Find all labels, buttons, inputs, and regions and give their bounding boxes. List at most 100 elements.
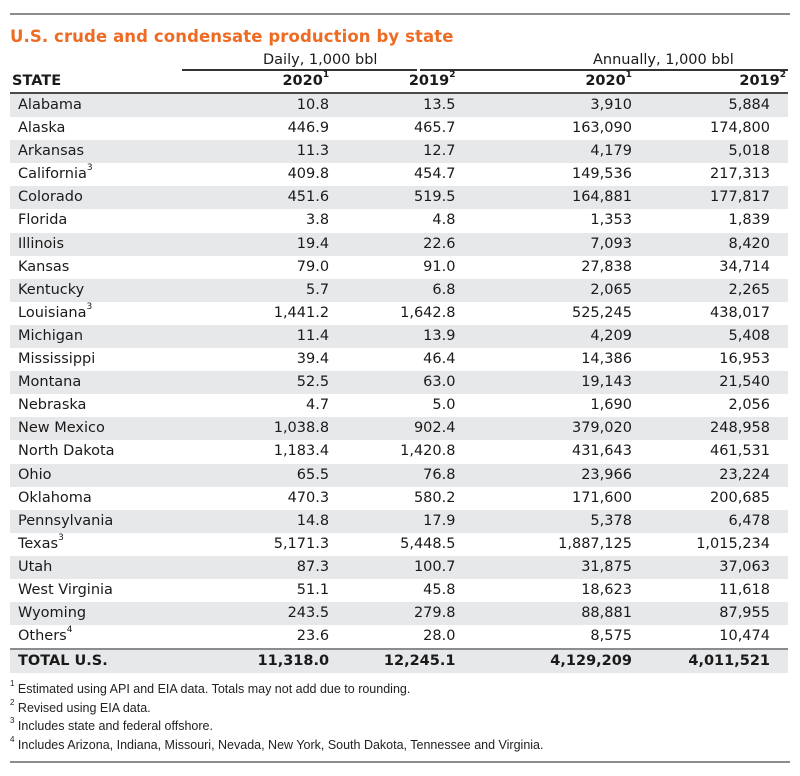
cell-daily-2019: 4.8 [329,209,456,233]
cell-state: Louisiana3 [10,301,115,325]
cell-state: West Virginia [10,578,115,603]
cell-annual-2020: 525,245 [455,301,632,325]
cell-daily-2020: 451.6 [114,186,330,210]
table-row: Illinois 19.4 22.6 7,093 8,420 [10,232,788,256]
group-rule-daily [182,69,417,71]
cell-annual-2020: 8,575 [455,625,632,650]
table-row: West Virginia 51.1 45.8 18,623 11,618 [10,578,788,603]
cell-annual-2020: 1,353 [455,209,632,233]
cell-total-label: TOTAL U.S. [10,648,115,674]
cell-state: Utah [10,555,115,579]
cell-daily-2019: 13.5 [329,93,456,118]
table-row: Kansas 79.0 91.0 27,838 34,714 [10,255,788,279]
cell-annual-2019: 5,018 [631,140,788,164]
cell-daily-2020: 5,171.3 [114,532,330,556]
cell-daily-2020: 79.0 [114,255,330,279]
footnotes: 1 Estimated using API and EIA data. Tota… [10,679,543,754]
group-rule-annual [420,69,788,71]
cell-daily-2020: 470.3 [114,486,330,510]
cell-annual-2019: 87,955 [631,602,788,626]
cell-daily-2019: 63.0 [329,371,456,395]
cell-daily-2019: 17.9 [329,509,456,533]
cell-state: Wyoming [10,602,115,626]
table-row: North Dakota 1,183.4 1,420.8 431,643 461,531 [10,440,788,464]
table-row: Alabama 10.8 13.5 3,910 5,884 [10,93,788,118]
production-table: STATE 20201 20192 20201 20192 Alabama 10.… [10,70,788,674]
cell-annual-2019: 21,540 [631,371,788,395]
table-row: Wyoming 243.5 279.8 88,881 87,955 [10,602,788,626]
cell-annual-2019: 1,839 [631,209,788,233]
cell-annual-2019: 23,224 [631,463,788,487]
cell-annual-2020: 14,386 [455,348,632,372]
cell-state: Oklahoma [10,486,115,510]
cell-daily-2020: 446.9 [114,117,330,141]
cell-daily-2020: 23.6 [114,625,330,650]
cell-annual-2019: 16,953 [631,348,788,372]
cell-daily-2020: 243.5 [114,602,330,626]
cell-state: Alabama [10,93,115,118]
table-row: Colorado 451.6 519.5 164,881 177,817 [10,186,788,210]
cell-state: Texas3 [10,532,115,556]
cell-annual-2020: 18,623 [455,578,632,603]
cell-annual-2019: 177,817 [631,186,788,210]
cell-daily-2020: 5.7 [114,278,330,302]
cell-total-annual-2020: 4,129,209 [455,648,632,674]
footnote: 3 Includes state and federal offshore. [10,716,213,733]
cell-daily-2020: 409.8 [114,163,330,187]
table-row: Kentucky 5.7 6.8 2,065 2,265 [10,278,788,302]
cell-state: Nebraska [10,394,115,418]
cell-daily-2019: 45.8 [329,578,456,603]
cell-annual-2019: 217,313 [631,163,788,187]
table-row: Michigan 11.4 13.9 4,209 5,408 [10,324,788,349]
group-header-daily: Daily, 1,000 bbl [263,52,378,68]
col-header-annual-2019: 20192 [631,70,788,94]
cell-state: Michigan [10,324,115,349]
table-row: Nebraska 4.7 5.0 1,690 2,056 [10,394,788,418]
cell-daily-2019: 5,448.5 [329,532,456,556]
cell-daily-2020: 1,183.4 [114,440,330,464]
cell-annual-2019: 2,056 [631,394,788,418]
cell-annual-2020: 379,020 [455,417,632,441]
cell-annual-2019: 6,478 [631,509,788,533]
group-header-annual: Annually, 1,000 bbl [593,52,734,68]
table-row: Montana 52.5 63.0 19,143 21,540 [10,371,788,395]
cell-annual-2020: 163,090 [455,117,632,141]
cell-daily-2020: 3.8 [114,209,330,233]
table-row: Utah 87.3 100.7 31,875 37,063 [10,555,788,579]
cell-daily-2019: 46.4 [329,348,456,372]
cell-state: Alaska [10,117,115,141]
cell-annual-2020: 3,910 [455,93,632,118]
table-row: Alaska 446.9 465.7 163,090 174,800 [10,117,788,141]
cell-daily-2019: 519.5 [329,186,456,210]
cell-state: Ohio [10,463,115,487]
cell-annual-2020: 164,881 [455,186,632,210]
cell-annual-2019: 37,063 [631,555,788,579]
cell-annual-2020: 19,143 [455,371,632,395]
top-rule [10,13,790,15]
cell-daily-2019: 6.8 [329,278,456,302]
table-row: Louisiana3 1,441.2 1,642.8 525,245 438,017 [10,301,788,325]
table-row: California3 409.8 454.7 149,536 217,313 [10,163,788,187]
cell-state: Others4 [10,625,115,650]
cell-annual-2020: 171,600 [455,486,632,510]
footnote: 1 Estimated using API and EIA data. Tota… [10,679,411,696]
col-header-annual-2020: 20201 [455,70,632,94]
cell-annual-2019: 174,800 [631,117,788,141]
cell-annual-2019: 200,685 [631,486,788,510]
cell-annual-2019: 2,265 [631,278,788,302]
table-row: Ohio 65.5 76.8 23,966 23,224 [10,463,788,487]
table-row: Mississippi 39.4 46.4 14,386 16,953 [10,348,788,372]
cell-daily-2020: 65.5 [114,463,330,487]
cell-state: Illinois [10,232,115,256]
cell-daily-2020: 1,038.8 [114,417,330,441]
total-row: TOTAL U.S. 11,318.0 12,245.1 4,129,209 4,011… [10,648,788,674]
cell-annual-2020: 88,881 [455,602,632,626]
cell-state: Arkansas [10,140,115,164]
cell-annual-2019: 8,420 [631,232,788,256]
cell-daily-2020: 14.8 [114,509,330,533]
cell-annual-2020: 4,209 [455,324,632,349]
cell-state: Kansas [10,255,115,279]
cell-annual-2020: 1,887,125 [455,532,632,556]
cell-daily-2019: 279.8 [329,602,456,626]
cell-annual-2020: 5,378 [455,509,632,533]
